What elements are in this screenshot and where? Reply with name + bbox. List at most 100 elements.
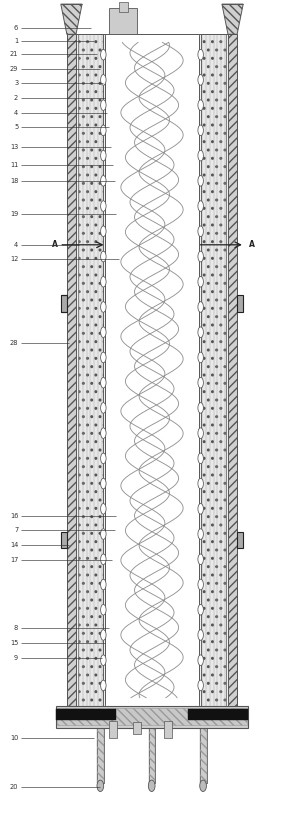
Ellipse shape: [101, 529, 106, 539]
Text: 14: 14: [10, 542, 18, 548]
Bar: [56, 709, 116, 720]
Text: 28: 28: [10, 339, 18, 346]
Ellipse shape: [101, 554, 106, 565]
Bar: [97, 728, 104, 783]
Ellipse shape: [198, 630, 203, 641]
Ellipse shape: [101, 251, 106, 262]
Bar: [57, 708, 247, 725]
Ellipse shape: [198, 453, 203, 463]
Ellipse shape: [198, 353, 203, 363]
Text: 11: 11: [10, 162, 18, 168]
Polygon shape: [61, 4, 82, 34]
Ellipse shape: [200, 780, 206, 792]
Ellipse shape: [101, 327, 106, 338]
Ellipse shape: [101, 302, 106, 313]
Bar: [237, 532, 243, 548]
Polygon shape: [67, 34, 76, 706]
Ellipse shape: [101, 655, 106, 666]
Ellipse shape: [198, 277, 203, 287]
Text: 13: 13: [10, 144, 18, 150]
Ellipse shape: [198, 503, 203, 514]
Ellipse shape: [198, 100, 203, 110]
Ellipse shape: [101, 478, 106, 489]
Bar: [237, 295, 243, 312]
Ellipse shape: [198, 302, 203, 313]
Text: 19: 19: [10, 211, 18, 217]
Ellipse shape: [101, 125, 106, 135]
Ellipse shape: [101, 402, 106, 413]
Ellipse shape: [101, 353, 106, 363]
Text: 5: 5: [14, 124, 18, 131]
Ellipse shape: [198, 579, 203, 590]
Ellipse shape: [101, 605, 106, 615]
Bar: [97, 728, 104, 783]
Ellipse shape: [198, 150, 203, 161]
Ellipse shape: [198, 327, 203, 338]
Ellipse shape: [198, 428, 203, 438]
Ellipse shape: [198, 74, 203, 85]
Polygon shape: [228, 34, 237, 706]
Ellipse shape: [198, 226, 203, 237]
Text: 20: 20: [10, 784, 18, 791]
Bar: [78, 34, 103, 706]
Ellipse shape: [198, 655, 203, 666]
Text: 8: 8: [14, 625, 18, 632]
Text: 4: 4: [14, 242, 18, 248]
Ellipse shape: [101, 579, 106, 590]
Bar: [61, 532, 67, 548]
Text: 9: 9: [14, 654, 18, 661]
Bar: [149, 728, 155, 783]
Ellipse shape: [101, 453, 106, 463]
Ellipse shape: [101, 277, 106, 287]
Bar: [61, 295, 67, 312]
Ellipse shape: [101, 428, 106, 438]
Ellipse shape: [198, 125, 203, 135]
Text: 16: 16: [10, 512, 18, 519]
Ellipse shape: [198, 554, 203, 565]
Ellipse shape: [198, 478, 203, 489]
Ellipse shape: [148, 780, 155, 792]
Bar: [109, 8, 137, 34]
Bar: [67, 34, 237, 706]
Ellipse shape: [101, 100, 106, 110]
Ellipse shape: [101, 630, 106, 641]
Bar: [201, 34, 226, 706]
Text: A: A: [52, 240, 58, 250]
Text: 12: 12: [10, 256, 18, 263]
Text: 21: 21: [10, 51, 18, 57]
Ellipse shape: [198, 402, 203, 413]
Text: 15: 15: [10, 640, 18, 646]
Bar: [119, 2, 128, 12]
Text: 1: 1: [14, 38, 18, 44]
Bar: [56, 706, 248, 728]
Text: 6: 6: [14, 24, 18, 31]
Ellipse shape: [101, 503, 106, 514]
Ellipse shape: [198, 251, 203, 262]
Bar: [149, 728, 155, 783]
Text: 3: 3: [14, 80, 18, 86]
Ellipse shape: [101, 377, 106, 388]
Bar: [200, 728, 207, 783]
Bar: [164, 721, 172, 738]
Ellipse shape: [198, 377, 203, 388]
Ellipse shape: [101, 226, 106, 237]
Ellipse shape: [101, 201, 106, 211]
Bar: [188, 709, 248, 720]
Ellipse shape: [198, 201, 203, 211]
Text: A: A: [249, 240, 255, 250]
Ellipse shape: [198, 529, 203, 539]
Bar: [105, 34, 199, 706]
Ellipse shape: [198, 175, 203, 186]
Text: 18: 18: [10, 178, 18, 184]
Text: 7: 7: [14, 527, 18, 534]
Ellipse shape: [101, 680, 106, 690]
Text: 10: 10: [10, 735, 18, 742]
Ellipse shape: [101, 49, 106, 60]
Text: 4: 4: [14, 109, 18, 116]
Ellipse shape: [97, 780, 104, 792]
Bar: [133, 722, 141, 734]
Ellipse shape: [101, 175, 106, 186]
Ellipse shape: [101, 74, 106, 85]
Ellipse shape: [198, 680, 203, 690]
Text: 29: 29: [10, 65, 18, 72]
